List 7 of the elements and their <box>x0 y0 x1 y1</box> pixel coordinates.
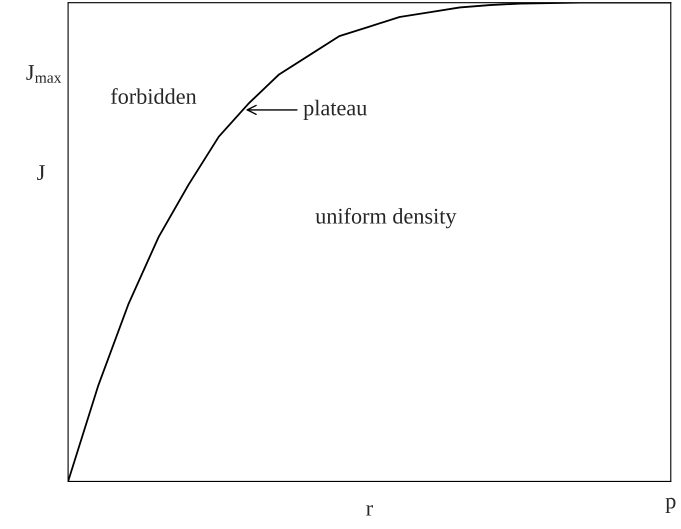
text: p <box>666 498 676 514</box>
text: J$_{max}$ <box>26 65 62 83</box>
x-axis-title: r <box>366 505 373 516</box>
y-axis-title: J <box>37 165 45 180</box>
annotation: forbidden <box>110 88 196 104</box>
annotation: plateau <box>304 100 367 120</box>
annotation: uniform density <box>315 208 456 228</box>
